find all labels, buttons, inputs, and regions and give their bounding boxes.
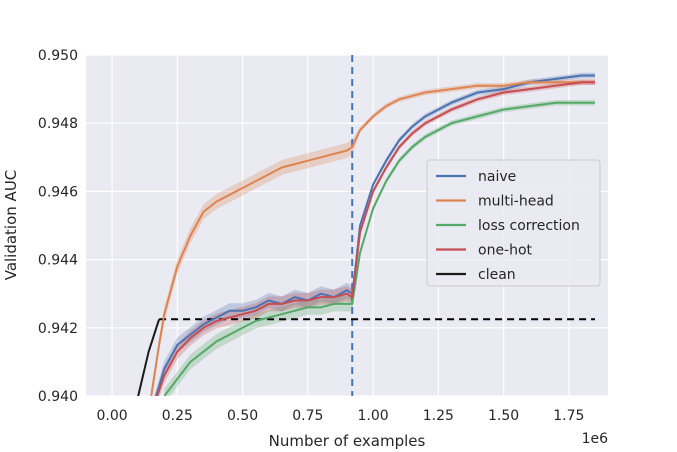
series-lines [137,74,595,396]
y-tick-labels: 0.940 0.942 0.944 0.946 0.948 0.950 [38,48,78,405]
y-tick-label: 0.950 [38,48,78,64]
x-axis-multiplier: 1e6 [582,431,609,447]
y-tick-label: 0.940 [38,389,78,405]
x-tick-label: 0.50 [227,408,258,424]
legend-label-loss-correction: loss correction [478,218,580,234]
series-line-naive [155,74,595,396]
y-tick-label: 0.944 [38,253,78,269]
x-axis-label: Number of examples [269,432,426,450]
legend-label-multi-head: multi-head [478,194,554,210]
series-line-one-hot [156,81,595,396]
legend-frame [426,159,601,287]
series-line-clean [137,318,161,396]
x-tick-label: 1.25 [423,408,454,424]
x-tick-label: 0.25 [162,408,193,424]
y-tick-label: 0.948 [38,116,78,132]
x-tick-label: 0.00 [97,408,128,424]
y-tick-label: 0.942 [38,321,78,337]
legend-label-one-hot: one-hot [478,243,533,259]
y-tick-label: 0.946 [38,184,78,200]
x-tick-label: 1.00 [358,408,389,424]
legend: naive multi-head loss correction one-hot cle… [426,159,601,287]
band-loss-correction [164,100,595,396]
legend-label-naive: naive [478,169,516,185]
x-tick-label: 1.50 [488,408,519,424]
series-line-loss-correction [163,101,595,396]
x-tick-label: 1.75 [553,408,584,424]
reference-lines [159,55,595,396]
x-tick-labels: 0.00 0.25 0.50 0.75 1.00 1.25 1.50 1.75 [97,408,585,424]
legend-label-clean: clean [478,267,516,283]
y-axis-label: Validation AUC [2,170,20,281]
x-tick-label: 0.75 [292,408,323,424]
series-line-multi-head [150,81,595,396]
confidence-bands [151,72,595,396]
